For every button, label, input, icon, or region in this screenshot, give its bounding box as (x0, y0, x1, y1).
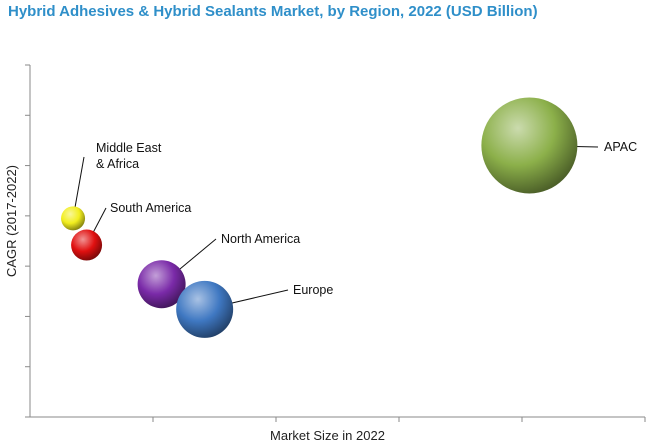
bubble-north-america (137, 260, 186, 309)
point-label-line: Europe (293, 283, 333, 297)
bubble-apac (481, 97, 578, 194)
point-label: Middle East & Africa (96, 141, 162, 171)
bubble-middle-east (61, 206, 86, 231)
chart-title: Hybrid Adhesives & Hybrid Sealants Marke… (8, 3, 538, 20)
bubble-europe (176, 280, 234, 338)
y-axis-label: CAGR (2017-2022) (4, 165, 19, 277)
x-axis-label: Market Size in 2022 (270, 428, 385, 443)
point-label-line: North America (221, 232, 300, 246)
bubble-south-america (71, 229, 103, 261)
chart-bubbles (61, 97, 578, 338)
point-label-line: Middle East (96, 141, 162, 155)
chart-axes (25, 64, 646, 422)
point-label: North America (221, 232, 300, 246)
point-label: Europe (293, 283, 333, 297)
point-label: South America (110, 201, 191, 215)
point-label-line: APAC (604, 140, 637, 154)
point-label-line: South America (110, 201, 191, 215)
point-labels: APAC Middle East & Africa South America Nort… (96, 140, 637, 297)
point-label-line: & Africa (96, 157, 139, 171)
point-label: APAC (604, 140, 637, 154)
